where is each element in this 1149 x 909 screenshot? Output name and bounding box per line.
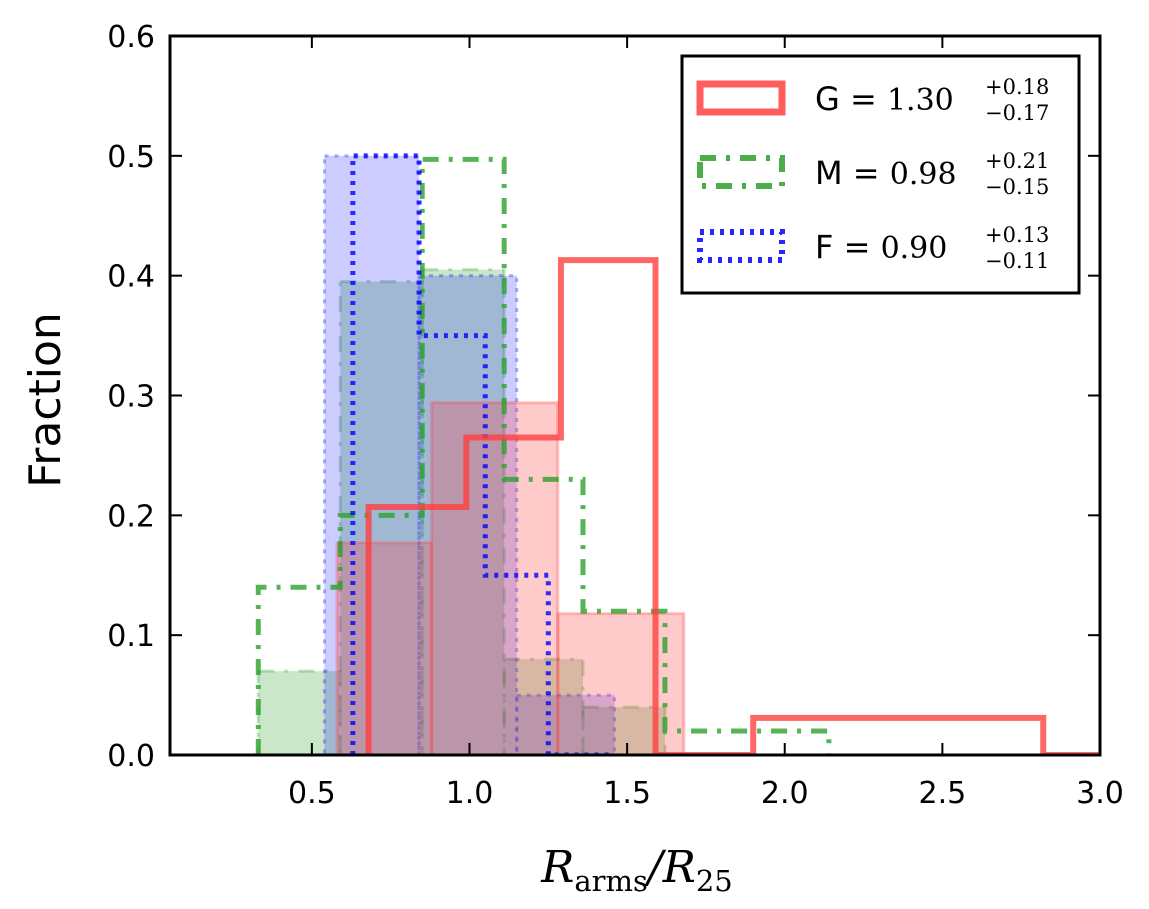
- bar-g-shaded-0: [335, 541, 434, 755]
- legend-swatch-g: [696, 80, 786, 116]
- x-tick-label: 1.5: [603, 776, 651, 811]
- series-f-step: [350, 153, 615, 755]
- y-tick-label: 0.6: [107, 20, 155, 55]
- legend-label-f: F = 0.90: [815, 228, 947, 266]
- legend-label-g: G = 1.30: [815, 80, 954, 118]
- y-tick-label: 0.2: [107, 499, 155, 534]
- x-tick-label: 3.0: [1076, 776, 1124, 811]
- series-m-step: [255, 156, 832, 755]
- legend-minus-f: −0.11: [985, 249, 1049, 273]
- series-g-step: [365, 257, 1100, 755]
- y-tick-label: 0.1: [107, 619, 155, 654]
- legend-box: [680, 54, 1081, 295]
- step-histograms: [255, 153, 1100, 755]
- bar-f-shaded-2: [515, 693, 617, 755]
- x-tick-label: 2.0: [761, 776, 809, 811]
- legend-swatch-f: [697, 229, 785, 263]
- x-tick-label: 0.5: [288, 776, 336, 811]
- y-tick-label: 0.4: [107, 260, 155, 295]
- x-axis-label: Rarms/R25: [540, 842, 733, 898]
- y-tick-label: 0.5: [107, 140, 155, 175]
- legend-minus-g: −0.17: [985, 101, 1049, 125]
- bar-m-shaded-3: [502, 657, 585, 755]
- bar-m-shaded-0: [256, 669, 342, 755]
- x-tick-label: 1.0: [446, 776, 494, 811]
- legend-swatch-m: [697, 155, 785, 189]
- legend-plus-f: +0.13: [985, 223, 1049, 247]
- legend-minus-m: −0.15: [985, 175, 1049, 199]
- y-tick-label: 0.3: [107, 380, 155, 415]
- legend-plus-g: +0.18: [985, 75, 1049, 99]
- bar-m-shaded-1: [338, 280, 424, 755]
- legend-label-m: M = 0.98: [815, 154, 957, 192]
- bar-f-shaded-0: [322, 154, 421, 755]
- bar-f-shaded-1: [417, 274, 519, 755]
- legend: G = 1.30 +0.18−0.17 M = 0.98 +0.21−0.15 F = …: [680, 54, 1081, 295]
- x-tick-label: 2.5: [919, 776, 967, 811]
- y-axis-label: Fraction: [20, 312, 71, 488]
- axis-ticks: 0.5 1.0 1.5 2.0 2.5 3.0 0.0 0.1 0.2 0.3 0.4 0.5 0.6: [107, 20, 1124, 811]
- shaded-histograms: [256, 154, 686, 755]
- bar-g-shaded-1: [430, 401, 560, 755]
- y-tick-label: 0.0: [107, 739, 155, 774]
- legend-plus-m: +0.21: [985, 149, 1049, 173]
